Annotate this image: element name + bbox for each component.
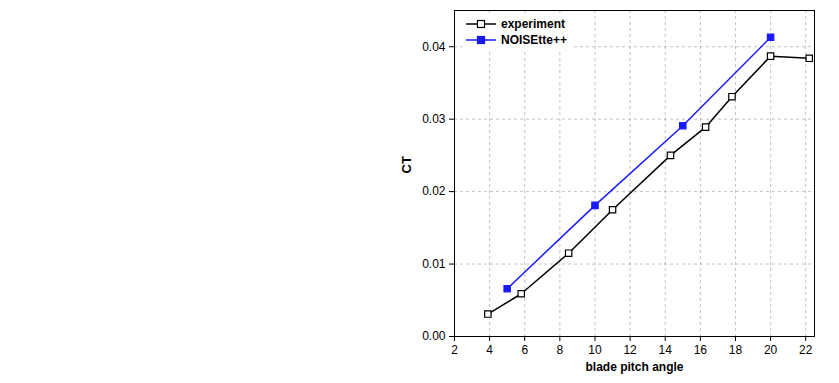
svg-text:0.02: 0.02 xyxy=(422,184,446,198)
svg-text:0.03: 0.03 xyxy=(422,112,446,126)
svg-text:22: 22 xyxy=(799,343,813,357)
html-text:experiment: experiment xyxy=(501,17,565,31)
svg-text:CT: CT xyxy=(399,156,414,173)
svg-text:6: 6 xyxy=(521,343,528,357)
svg-text:0.04: 0.04 xyxy=(422,40,446,54)
svg-text:12: 12 xyxy=(623,343,637,357)
svg-text:2: 2 xyxy=(451,343,458,357)
svg-text:4: 4 xyxy=(486,343,493,357)
svg-text:14: 14 xyxy=(659,343,673,357)
svg-text:18: 18 xyxy=(729,343,743,357)
svg-text:20: 20 xyxy=(764,343,778,357)
svg-text:0.00: 0.00 xyxy=(422,329,446,343)
svg-text:0.01: 0.01 xyxy=(422,257,446,271)
svg-text:16: 16 xyxy=(694,343,708,357)
svg-text:10: 10 xyxy=(588,343,602,357)
svg-text:blade pitch angle: blade pitch angle xyxy=(585,360,683,374)
html-text:NOISEtte++: NOISEtte++ xyxy=(501,33,567,47)
svg-text:8: 8 xyxy=(557,343,564,357)
